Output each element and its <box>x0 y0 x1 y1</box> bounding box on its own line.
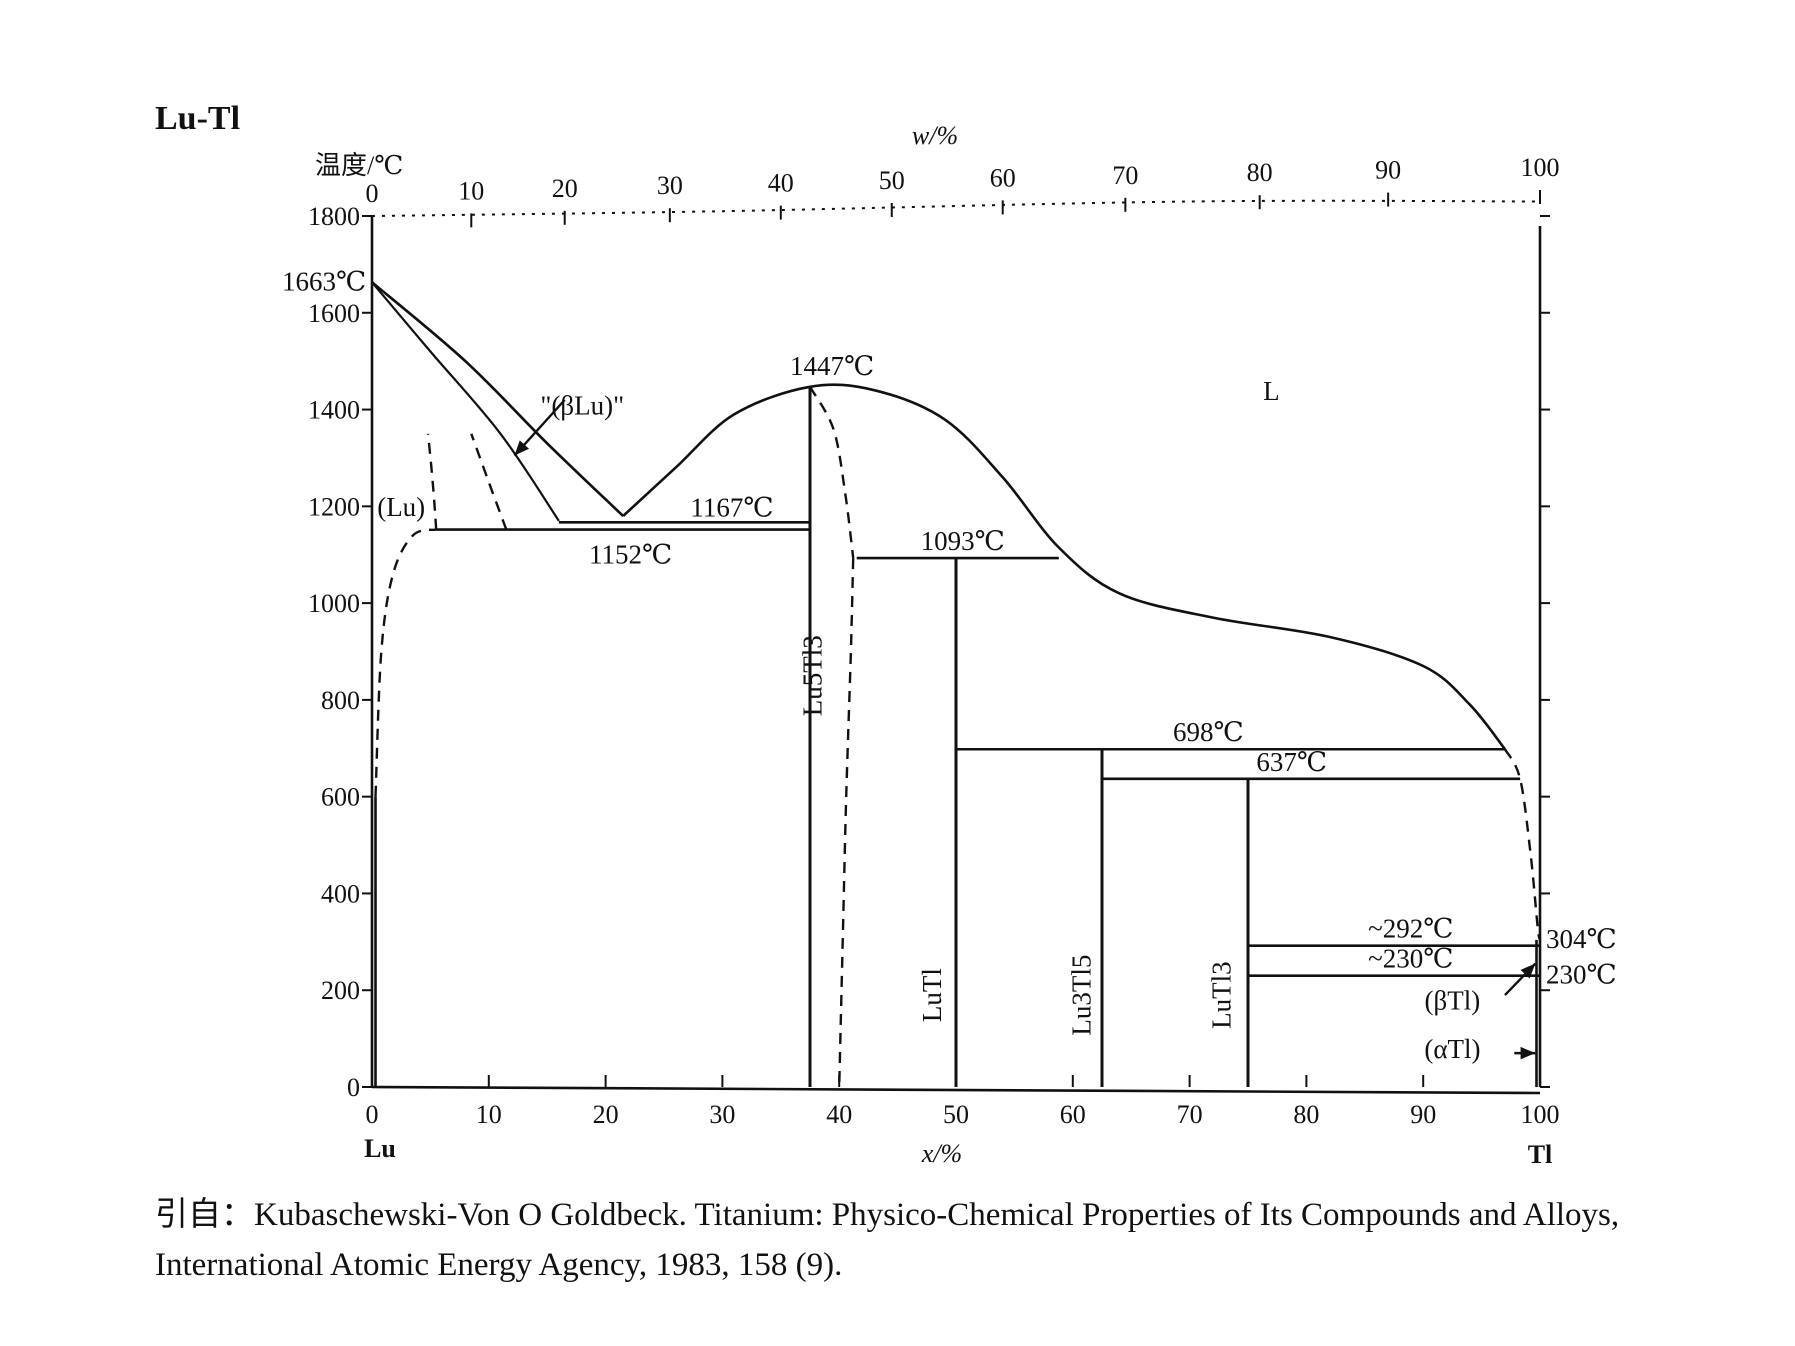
x-tick-label: 30 <box>709 1100 735 1129</box>
y-tick-label: 800 <box>321 686 360 715</box>
y-tick-label: 1200 <box>308 492 360 521</box>
temperature-label: 1663℃ <box>282 266 366 296</box>
x-tick-label: 90 <box>1410 1100 1436 1129</box>
top-tick-label: 50 <box>879 166 905 195</box>
dashed-boundary <box>1503 748 1542 941</box>
temperature-label: 1447℃ <box>790 351 874 381</box>
x-tick-label: 10 <box>476 1100 502 1129</box>
x-tick-label: 0 <box>366 1100 379 1129</box>
top-tick-label: 0 <box>366 179 379 208</box>
temperature-label: ~230℃ <box>1368 944 1453 974</box>
top-tick-label: 90 <box>1375 156 1401 185</box>
dashed-boundary <box>838 558 855 1088</box>
temperature-label: 637℃ <box>1256 747 1327 777</box>
phase-curves <box>371 281 1542 1088</box>
y-tick-label: 1800 <box>308 202 360 231</box>
temperature-label: 698℃ <box>1173 717 1244 747</box>
temperature-label: 1167℃ <box>690 492 773 522</box>
phase-label: Lu5Tl3 <box>798 635 828 716</box>
x-tick-label: 80 <box>1293 1100 1319 1129</box>
liquidus-curve <box>622 383 1507 751</box>
temperature-label: 1152℃ <box>589 540 672 570</box>
y-tick-label: 1000 <box>308 589 360 618</box>
right-element-label: Tl <box>1528 1140 1553 1169</box>
phase-label: (βTl) <box>1425 986 1481 1016</box>
phase-label: "(βLu)" <box>540 390 624 420</box>
x-tick-label: 100 <box>1521 1100 1560 1129</box>
top-axis <box>371 199 1541 217</box>
y-tick-label: 1600 <box>308 299 360 328</box>
beta-tl-arrow-head <box>1520 963 1536 979</box>
y-tick-label: 0 <box>347 1073 360 1102</box>
x-tick-label: 20 <box>593 1100 619 1129</box>
alpha-tl-arrow-head <box>1520 1046 1536 1060</box>
y-tick-label: 200 <box>321 976 360 1005</box>
phase-label: Lu3Tl5 <box>1066 955 1096 1036</box>
x-axis-title-top: w/% <box>912 121 958 150</box>
bottom-axis <box>371 1085 1541 1095</box>
phase-label: LuTl <box>917 968 947 1022</box>
phase-label: LuTl3 <box>1206 961 1236 1028</box>
x-axis-title-bottom: x/% <box>921 1139 962 1168</box>
temperature-label: 304℃ <box>1546 924 1617 954</box>
top-tick-label: 10 <box>458 176 484 205</box>
dashed-boundary <box>426 433 438 530</box>
y-tick-label: 600 <box>321 783 360 812</box>
x-tick-label: 40 <box>826 1100 852 1129</box>
x-tick-label: 60 <box>1060 1100 1086 1129</box>
top-tick-label: 20 <box>552 174 578 203</box>
y-tick-label: 1400 <box>308 396 360 425</box>
top-tick-label: 30 <box>657 171 683 200</box>
phase-label: (Lu) <box>377 492 425 522</box>
top-tick-label: 100 <box>1521 153 1560 182</box>
dashed-boundary <box>470 433 508 531</box>
beta-lu-boundary <box>371 281 624 517</box>
temperature-label: 1093℃ <box>921 526 1005 556</box>
y-tick-label: 400 <box>321 879 360 908</box>
x-tick-label: 70 <box>1177 1100 1203 1129</box>
top-tick-label: 60 <box>990 163 1016 192</box>
dashed-boundary <box>374 528 437 797</box>
source-caption: 引自：Kubaschewski-Von O Goldbeck. Titanium… <box>155 1197 1620 1283</box>
left-element-label: Lu <box>364 1134 396 1163</box>
diagram-title: Lu-Tl <box>155 100 241 137</box>
top-tick-label: 40 <box>768 169 794 198</box>
top-tick-label: 80 <box>1247 158 1273 187</box>
temperature-label: ~292℃ <box>1368 914 1453 944</box>
temperature-label: 230℃ <box>1546 960 1617 990</box>
dashed-boundary <box>808 386 855 559</box>
top-tick-label: 70 <box>1112 161 1138 190</box>
x-tick-label: 50 <box>943 1100 969 1129</box>
phase-label: L <box>1263 376 1280 406</box>
phase-label: (αTl) <box>1424 1034 1480 1064</box>
y-axis-title: 温度/℃ <box>315 151 403 180</box>
beta-lu-boundary <box>371 281 560 522</box>
beta-lu-arrow-head <box>514 440 529 456</box>
